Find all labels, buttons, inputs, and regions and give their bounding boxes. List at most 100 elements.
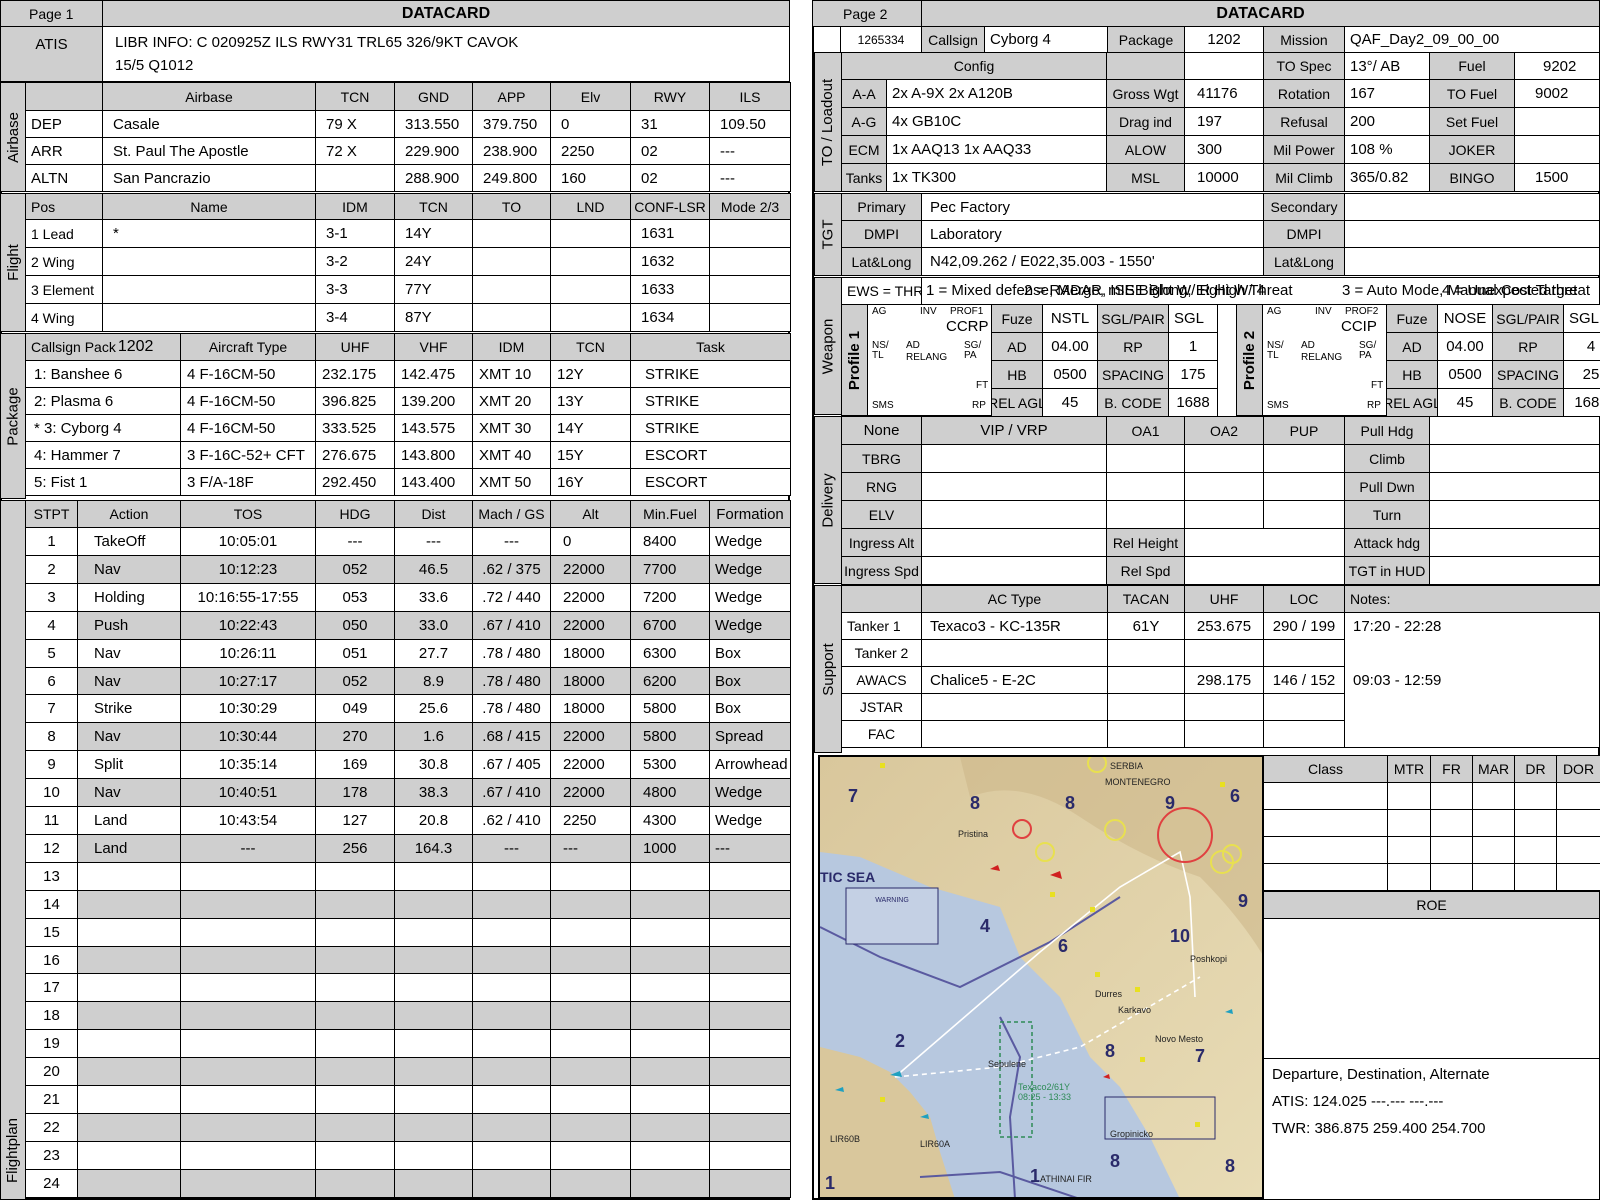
weapon-profile-text: Profile 2 bbox=[1241, 330, 1258, 390]
flightplan-mach bbox=[472, 1141, 551, 1170]
airbase-rwy: 31 bbox=[630, 110, 710, 138]
route-map[interactable]: WARNING TIC SEA Texaco2/61Y 08:25 - 13:3… bbox=[818, 755, 1264, 1199]
flightplan-tos: --- bbox=[180, 834, 316, 863]
flight-header-6: CONF-LSR bbox=[630, 193, 710, 220]
flightplan-alt bbox=[550, 1169, 631, 1198]
map-airfield-markers bbox=[880, 763, 1225, 1127]
package-idm: XMT 30 bbox=[472, 414, 551, 442]
ews-3: 3 = Auto Mode, Manual Cost Target bbox=[1342, 282, 1578, 299]
threat-header-5: DOR bbox=[1556, 755, 1600, 783]
flightplan-section-text: Flightplan bbox=[4, 1117, 22, 1184]
loadout-v2: 41176 bbox=[1184, 79, 1264, 108]
airbase-tcn: 79 X bbox=[315, 110, 395, 138]
delivery-oa2-value bbox=[1184, 444, 1264, 473]
map-italy-coast bbox=[820, 1047, 955, 1197]
flight-tcn: 14Y bbox=[394, 219, 473, 248]
ews-4: 4 = Unexpected threat bbox=[1442, 282, 1591, 299]
page-2-label: Page 2 bbox=[812, 0, 922, 27]
flightplan-hdg bbox=[315, 1113, 395, 1142]
flightplan-alt bbox=[550, 1029, 631, 1058]
airbase-app: 379.750 bbox=[472, 110, 551, 138]
package-callsign: 1: Banshee 6 bbox=[25, 360, 181, 388]
flightplan-tos: 10:30:29 bbox=[180, 694, 316, 723]
flightplan-section-label: Flightplan bbox=[0, 500, 26, 1200]
flightplan-form bbox=[709, 1001, 791, 1030]
flightplan-dist: 38.3 bbox=[394, 778, 473, 807]
flightplan-tos bbox=[180, 1113, 316, 1142]
flightplan-tos bbox=[180, 946, 316, 974]
flight-to bbox=[472, 247, 551, 276]
svg-text:4: 4 bbox=[980, 916, 990, 936]
flightplan-action bbox=[77, 973, 181, 1002]
flightplan-tos bbox=[180, 1141, 316, 1170]
loadout-k3: Mil Power bbox=[1263, 135, 1345, 164]
package-task: ESCORT bbox=[630, 468, 791, 496]
package-idm: XMT 40 bbox=[472, 441, 551, 469]
flightplan-form: Box bbox=[709, 694, 791, 723]
flightplan-action: Nav bbox=[77, 667, 181, 695]
threat-cell bbox=[1430, 809, 1473, 837]
delivery-right-value bbox=[1429, 528, 1600, 557]
flightplan-hdg bbox=[315, 862, 395, 891]
threat-header-0: Class bbox=[1263, 755, 1388, 783]
flightplan-mach bbox=[472, 946, 551, 974]
flightplan-form: Box bbox=[709, 667, 791, 695]
package-idm: XMT 20 bbox=[472, 387, 551, 415]
delivery-mid-value bbox=[1184, 556, 1345, 585]
package-callsign: 2: Plasma 6 bbox=[25, 387, 181, 415]
atis-label: ATIS bbox=[0, 26, 103, 82]
flightplan-dist: 46.5 bbox=[394, 555, 473, 584]
svg-text:10: 10 bbox=[1170, 926, 1190, 946]
threat-cell bbox=[1387, 863, 1431, 891]
package-vhf: 142.475 bbox=[394, 360, 473, 388]
flightplan-mach: .62 / 375 bbox=[472, 555, 551, 584]
support-notes: 17:20 - 22:28 09:03 - 12:59 bbox=[1344, 612, 1600, 748]
flightplan-mach bbox=[472, 1085, 551, 1114]
callsign-pack-label: Callsign Pack bbox=[31, 339, 116, 355]
flightplan-mach: .68 / 415 bbox=[472, 722, 551, 751]
flightplan-mach: --- bbox=[472, 527, 551, 556]
airbase-ils: 109.50 bbox=[709, 110, 791, 138]
weapon-bcode-label: B. CODE bbox=[1492, 388, 1564, 417]
support-role: Tanker 2 bbox=[841, 639, 922, 667]
map-hills bbox=[960, 757, 1262, 954]
airbase-gnd: 229.900 bbox=[394, 137, 473, 165]
page-2-title: DATACARD bbox=[921, 0, 1600, 27]
flightplan-header-8: Formation bbox=[709, 500, 791, 528]
flightplan-dist bbox=[394, 1085, 473, 1114]
loadout-v3: 365/0.82 bbox=[1344, 163, 1430, 192]
route-lines bbox=[894, 850, 1201, 1078]
roe-box bbox=[1263, 918, 1600, 1059]
flightplan-alt bbox=[550, 862, 631, 891]
airbase-header-0: Airbase bbox=[102, 82, 316, 111]
flightplan-tos bbox=[180, 862, 316, 891]
flightplan-form bbox=[709, 862, 791, 891]
fuel-label: Fuel bbox=[1429, 52, 1515, 80]
airbase-name: San Pancrazio bbox=[102, 164, 316, 192]
tgt-latlong-label: Lat&Long bbox=[841, 247, 922, 276]
flightplan-alt bbox=[550, 1057, 631, 1086]
flight-mode bbox=[709, 219, 791, 248]
flightplan-mach: .62 / 410 bbox=[472, 806, 551, 835]
svg-text:7: 7 bbox=[848, 786, 858, 806]
flightplan-stpt: 21 bbox=[25, 1085, 78, 1114]
package-uhf: 232.175 bbox=[315, 360, 395, 388]
flightplan-stpt: 14 bbox=[25, 890, 78, 919]
flightplan-fuel: 6700 bbox=[630, 611, 710, 640]
svg-text:8: 8 bbox=[1065, 793, 1075, 813]
flightplan-stpt: 2 bbox=[25, 555, 78, 584]
threat-cell bbox=[1263, 809, 1388, 837]
svg-text:6: 6 bbox=[1230, 786, 1240, 806]
flightplan-stpt: 8 bbox=[25, 722, 78, 751]
airbase-section-text: Airbase bbox=[4, 111, 22, 163]
sms-sms: SMS bbox=[872, 400, 894, 411]
flightplan-fuel: 8400 bbox=[630, 527, 710, 556]
flightplan-mach bbox=[472, 918, 551, 947]
svg-text:2: 2 bbox=[895, 1031, 905, 1051]
weapon-ad-value: 04.00 bbox=[1042, 332, 1098, 361]
flight-name: * bbox=[102, 219, 316, 248]
weapon-hb-value: 0500 bbox=[1042, 360, 1098, 389]
package-task: ESCORT bbox=[630, 441, 791, 469]
flightplan-form: Wedge bbox=[709, 527, 791, 556]
loadout-v3: 108 % bbox=[1344, 135, 1430, 164]
